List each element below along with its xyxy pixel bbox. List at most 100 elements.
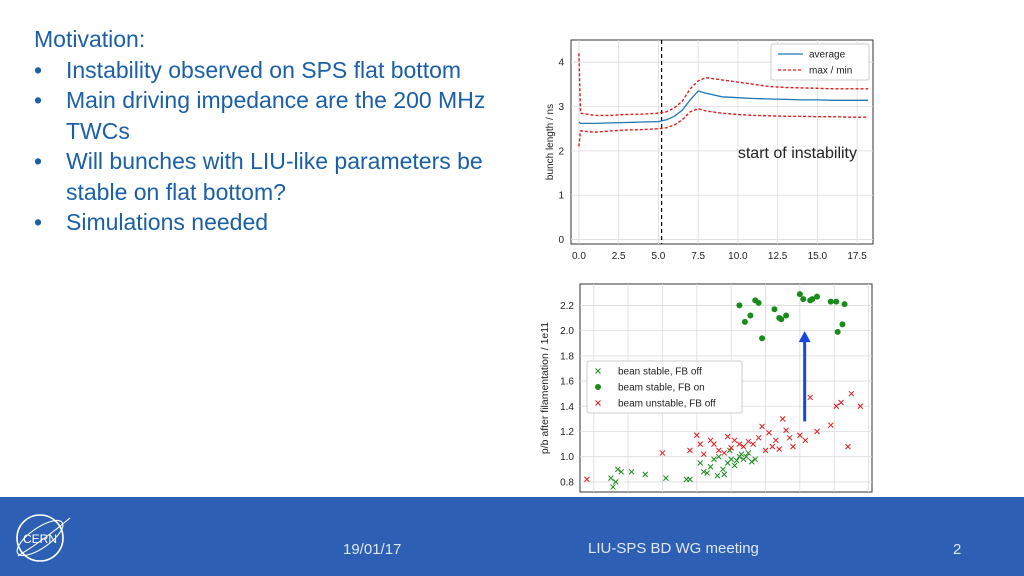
y-tick-label: 2.0	[560, 326, 574, 337]
point-stable-fb-off	[697, 460, 704, 466]
heading-motivation: Motivation:	[34, 26, 146, 52]
series-average-line	[578, 90, 869, 125]
instability-annotation: start of instability	[738, 145, 857, 162]
point-stable-fb-off	[731, 462, 738, 469]
point-stable-fb-on	[833, 298, 840, 305]
point-stable-fb-off	[711, 456, 717, 463]
series-min-line	[578, 107, 869, 147]
point-unstable-fb-off	[697, 441, 704, 447]
point-unstable-fb-off	[755, 434, 762, 441]
point-stable-fb-off	[743, 453, 750, 460]
point-stable-fb-on	[834, 328, 841, 335]
point-stable-fb-off	[714, 472, 721, 479]
point-unstable-fb-off	[797, 432, 803, 439]
point-stable-fb-off	[700, 468, 707, 475]
legend: bean stable, FB off beam stable, FB on bea…	[586, 360, 743, 414]
point-unstable-fb-off	[827, 422, 834, 429]
legend-unstable-fb-off-label: beam unstable, FB off	[618, 399, 716, 410]
bullet-symbol: •	[34, 56, 43, 83]
legend-stable-fb-off-label: bean stable, FB off	[618, 367, 702, 378]
point-unstable-fb-off	[700, 451, 707, 458]
point-stable-fb-on	[759, 335, 766, 342]
point-stable-fb-on	[839, 321, 846, 328]
point-stable-fb-off	[663, 475, 669, 481]
footer-page-number: 2	[953, 541, 962, 558]
point-stable-fb-on	[747, 312, 754, 319]
point-stable-fb-on	[796, 291, 803, 298]
x-tick-label: 12.5	[768, 251, 788, 262]
x-tick-label: 0.0	[572, 251, 586, 262]
point-stable-fb-off	[720, 466, 726, 473]
y-tick-label: 1.8	[560, 351, 574, 362]
x-tick-label: 15.0	[808, 251, 828, 262]
y-axis-label: p/b after filamentation / 1e11	[539, 322, 551, 454]
y-tick-label: 1.0	[560, 452, 574, 463]
bullet-item-3: • Will bunches with LIU-like parameters b…	[34, 146, 534, 207]
point-unstable-fb-off	[838, 399, 844, 406]
stability-scatter-plot: 2.452.502.552.602.652.702.752.802.850.81…	[530, 280, 886, 535]
point-stable-fb-off	[728, 456, 735, 463]
point-stable-fb-off	[608, 475, 614, 481]
point-unstable-fb-off	[711, 441, 717, 447]
point-stable-fb-off	[738, 451, 745, 458]
x-tick-label: 5.0	[651, 251, 665, 262]
point-stable-fb-on	[783, 312, 790, 319]
point-unstable-fb-off	[776, 446, 783, 452]
point-unstable-fb-off	[783, 427, 789, 434]
point-unstable-fb-off	[857, 403, 864, 410]
point-stable-fb-on	[841, 301, 848, 308]
point-stable-fb-on	[755, 299, 762, 306]
bullet-symbol: •	[34, 148, 43, 174]
legend-average-label: average	[809, 50, 846, 61]
point-unstable-fb-off	[759, 423, 765, 430]
point-unstable-fb-off	[790, 443, 796, 450]
point-stable-fb-off	[745, 450, 752, 456]
legend: average max / min	[770, 43, 870, 81]
footer-bar: CERN 19/01/17 LIU-SPS BD WG meeting 2	[0, 497, 1024, 576]
x-tick-label: 10.0	[728, 251, 748, 262]
point-unstable-fb-off	[772, 437, 779, 444]
point-unstable-fb-off	[687, 447, 693, 454]
point-stable-fb-on	[771, 306, 778, 313]
point-unstable-fb-off	[745, 438, 752, 445]
bunch-length-plot: 0.0 2.5 5.0 7.5 10.0 12.5 15.0 17.5 0 1 2 3 4 bunch l…	[545, 39, 874, 262]
y-tick-label: 2.2	[560, 301, 574, 312]
point-unstable-fb-off	[786, 434, 793, 441]
point-unstable-fb-off	[814, 428, 820, 435]
point-unstable-fb-off	[731, 437, 738, 444]
y-tick-label: 0	[558, 235, 564, 246]
point-stable-fb-off	[687, 476, 693, 483]
point-stable-fb-on	[741, 318, 748, 325]
legend-box	[770, 43, 870, 81]
point-unstable-fb-off	[750, 441, 756, 447]
point-unstable-fb-off	[724, 433, 731, 440]
x-tick-label: 2.5	[612, 251, 626, 262]
point-stable-fb-off	[618, 468, 625, 475]
x-tick-label: 17.5	[847, 251, 867, 262]
point-stable-fb-off	[610, 484, 616, 490]
y-tick-label: 1.2	[560, 427, 574, 438]
point-unstable-fb-off	[833, 403, 840, 410]
improvement-arrow-head	[798, 331, 811, 343]
point-stable-fb-off	[614, 466, 621, 473]
point-unstable-fb-off	[845, 443, 851, 450]
series-max-line	[578, 53, 869, 117]
point-unstable-fb-off	[779, 416, 786, 422]
y-tick-label: 1.6	[560, 377, 574, 388]
legend-minmax-label: max / min	[809, 66, 852, 77]
point-stable-fb-off	[748, 458, 755, 465]
point-unstable-fb-off	[766, 429, 772, 436]
bullet-list: Motivation: • Instability observed on SPS…	[34, 24, 534, 238]
y-tick-label: 2	[558, 146, 564, 157]
point-unstable-fb-off	[740, 443, 747, 450]
footer-date: 19/01/17	[343, 541, 402, 558]
point-unstable-fb-off	[584, 476, 590, 483]
point-unstable-fb-off	[848, 390, 855, 397]
point-stable-fb-on	[800, 296, 807, 303]
point-unstable-fb-off	[769, 443, 776, 450]
point-unstable-fb-off	[659, 450, 666, 456]
y-tick-label: 4	[558, 58, 564, 69]
legend-stable-fb-off-swatch	[595, 368, 601, 374]
legend-stable-fb-on-label: beam stable, FB on	[618, 383, 705, 394]
point-stable-fb-off	[642, 471, 649, 478]
